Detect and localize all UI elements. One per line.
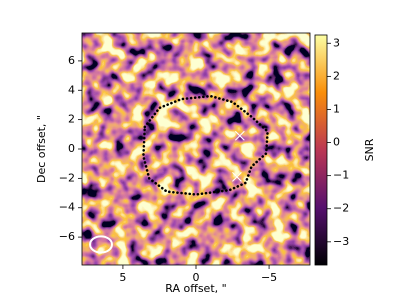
- colorbar-tick-label: 1: [333, 102, 340, 115]
- y-tick-label: 0: [68, 142, 75, 155]
- x-tick-label: 0: [193, 271, 200, 284]
- colorbar-label: SNR: [363, 138, 376, 161]
- snr-map: [82, 33, 310, 265]
- y-tick-label: 4: [68, 83, 75, 96]
- contour: [142, 94, 269, 196]
- colorbar-tick-label: 3: [333, 36, 340, 49]
- y-tick-label: −6: [59, 230, 75, 243]
- y-tick-label: 2: [68, 113, 75, 126]
- colorbar-tick-label: −1: [333, 169, 349, 182]
- x-tick-label: 5: [119, 271, 126, 284]
- x-tick-label: −5: [261, 271, 277, 284]
- y-tick-label: −2: [59, 171, 75, 184]
- colorbar-tick-label: −3: [333, 235, 349, 248]
- cross-marker: [234, 130, 245, 141]
- colorbar-tick-label: 2: [333, 69, 340, 82]
- y-axis-label: Dec offset, ": [35, 115, 48, 183]
- y-tick-label: −4: [59, 201, 75, 214]
- colorbar-tick-label: 0: [333, 136, 340, 149]
- y-tick-label: 6: [68, 54, 75, 67]
- colorbar: [314, 34, 328, 266]
- beam: [89, 235, 113, 254]
- cross-marker: [232, 172, 242, 182]
- colorbar-tick-label: −2: [333, 202, 349, 215]
- x-axis-label: RA offset, ": [165, 282, 226, 295]
